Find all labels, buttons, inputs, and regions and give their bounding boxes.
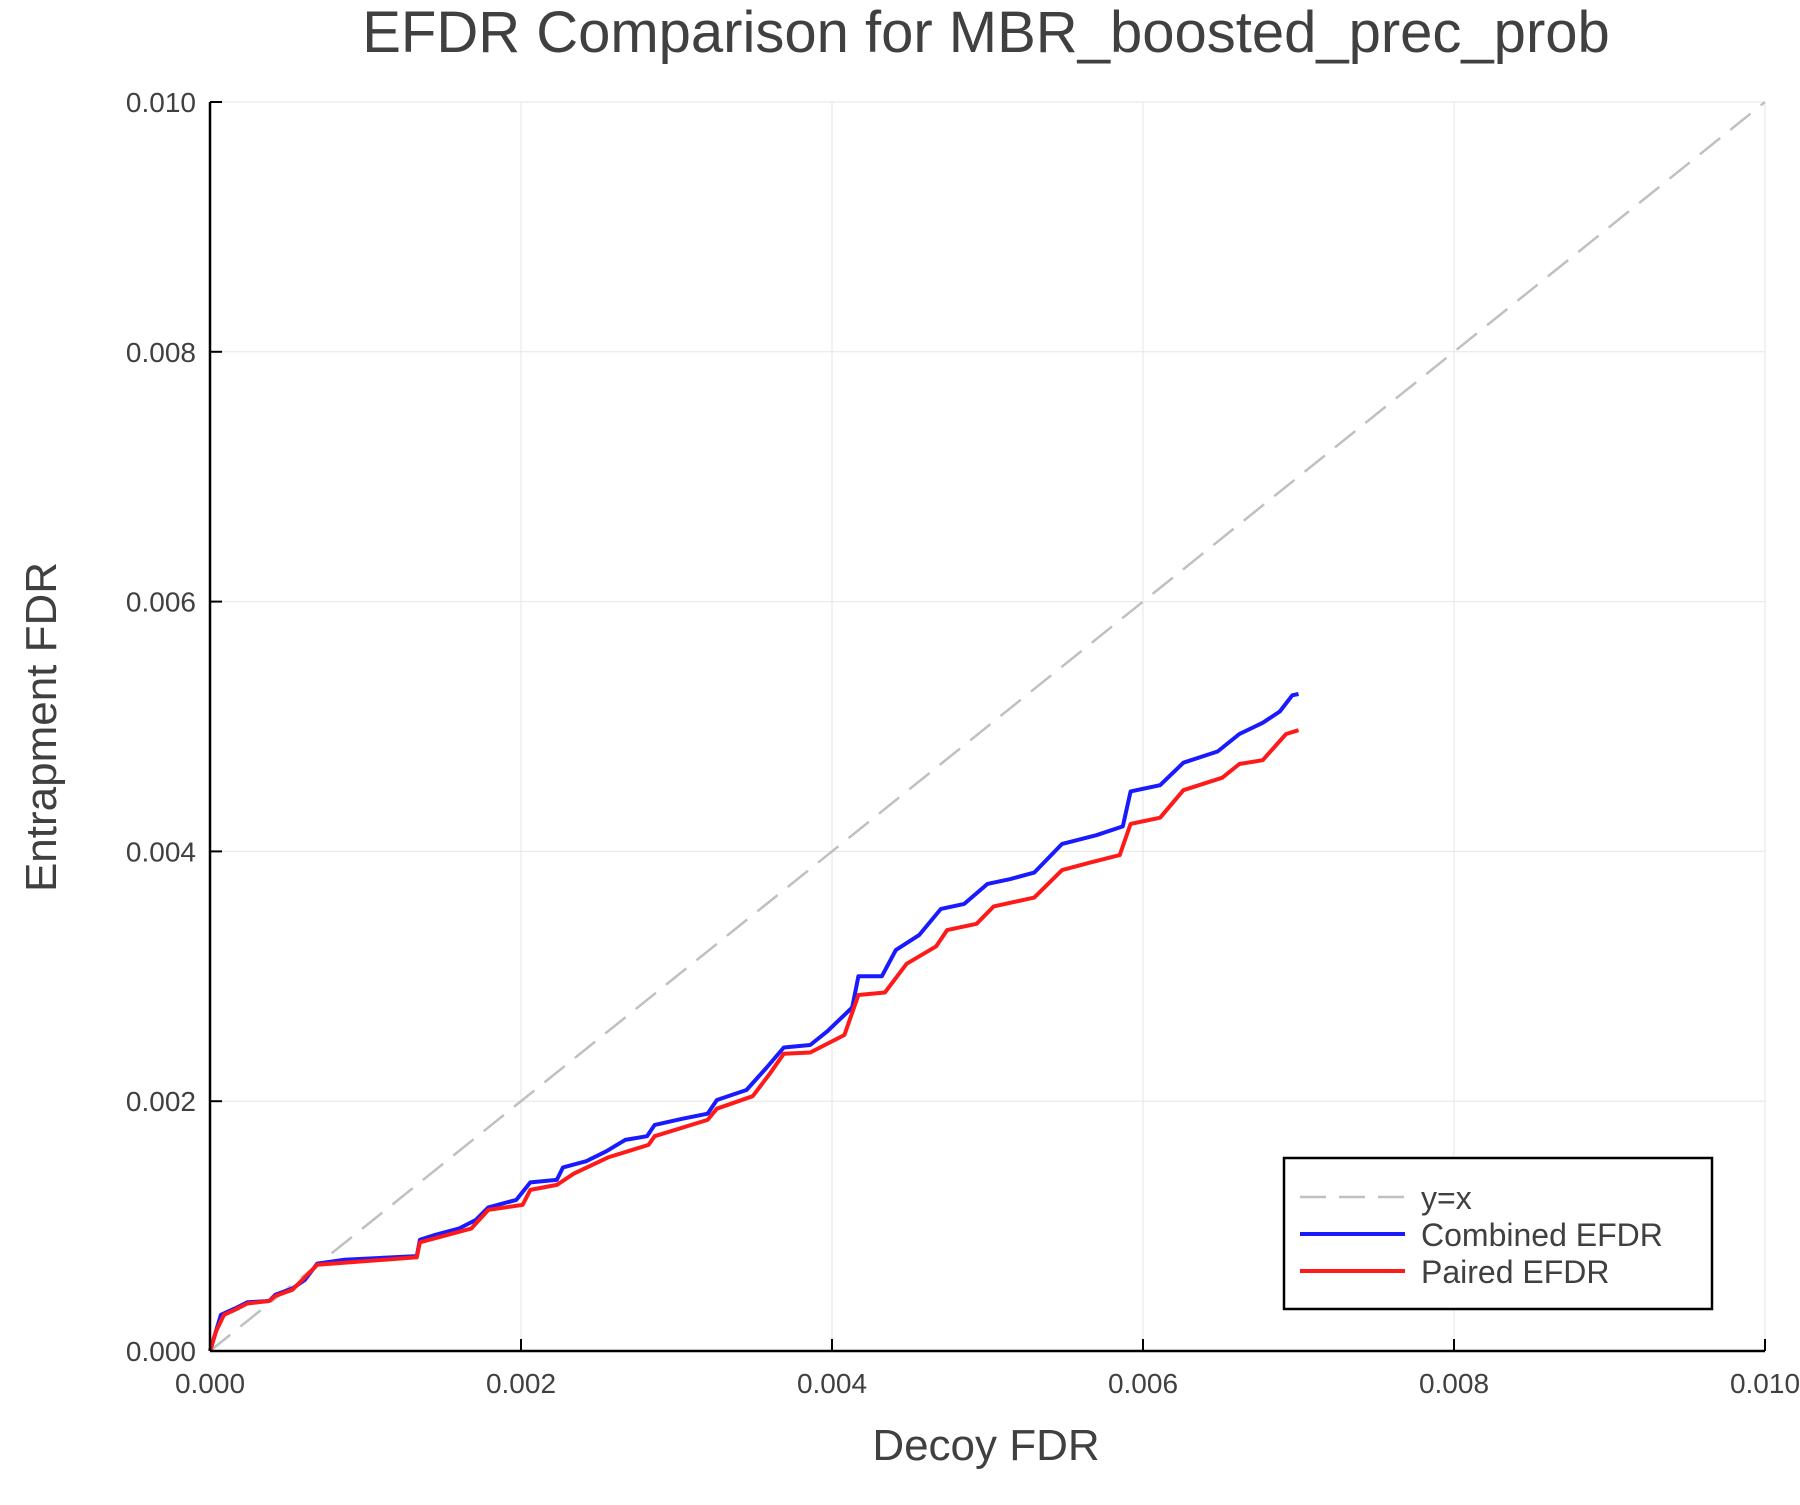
y-tick-label: 0.004: [126, 836, 196, 867]
chart-title: EFDR Comparison for MBR_boosted_prec_pro…: [362, 0, 1610, 65]
x-tick-label: 0.000: [175, 1368, 245, 1399]
legend-label-paired: Paired EFDR: [1421, 1254, 1610, 1290]
series-line-combined-efdr: [208, 692, 1299, 1352]
y-tick-label: 0.010: [126, 87, 196, 118]
x-tick-label: 0.004: [797, 1368, 867, 1399]
x-tick-label: 0.002: [486, 1368, 556, 1399]
x-tick-label: 0.006: [1108, 1368, 1178, 1399]
x-axis-label: Decoy FDR: [872, 1421, 1099, 1470]
y-axis-label: Entrapment FDR: [17, 562, 66, 892]
legend-label-y-equals-x: y=x: [1421, 1180, 1472, 1216]
x-tick-label: 0.010: [1730, 1368, 1800, 1399]
axes: 0.000 0.002 0.004 0.006 0.008 0.010 0.000 0.002…: [126, 87, 1800, 1399]
series-group: [208, 101, 1766, 1352]
series-line-y-x: [209, 101, 1766, 1352]
x-tick-label: 0.008: [1419, 1368, 1489, 1399]
y-tick-label: 0.000: [126, 1336, 196, 1367]
legend: y=x Combined EFDR Paired EFDR: [1282, 1156, 1714, 1311]
legend-label-combined: Combined EFDR: [1421, 1217, 1663, 1253]
series-line-paired-efdr: [208, 728, 1300, 1352]
y-tick-label: 0.002: [126, 1086, 196, 1117]
y-tick-label: 0.008: [126, 337, 196, 368]
y-tick-label: 0.006: [126, 587, 196, 618]
